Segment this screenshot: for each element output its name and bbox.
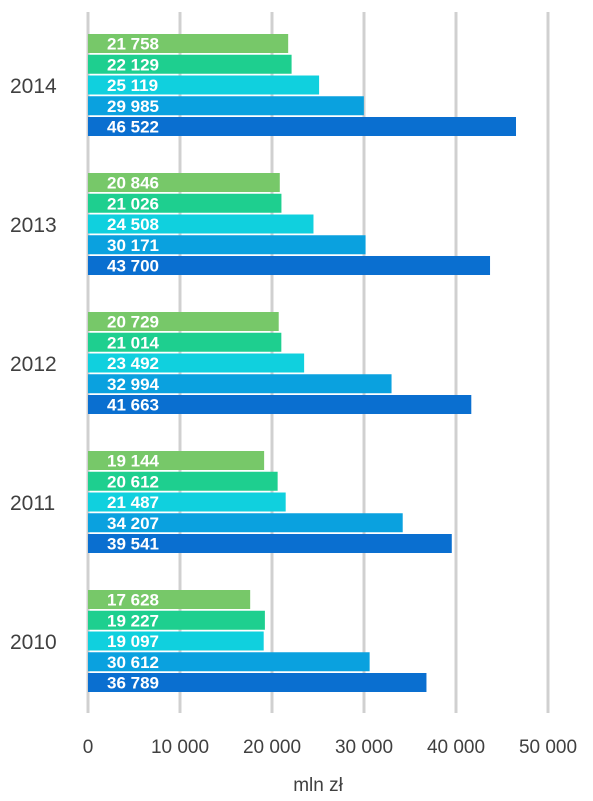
data-label-2012-3: 32 994: [107, 375, 160, 394]
category-label-2011: 2011: [10, 492, 55, 515]
x-tick-label-2: 20 000: [243, 737, 301, 758]
data-label-2010-3: 30 612: [107, 653, 159, 672]
category-label-2012: 2012: [10, 353, 57, 376]
x-axis-title: mln zł: [293, 775, 343, 796]
bar-2014-3: [88, 96, 364, 116]
category-label-2014: 2014: [10, 75, 57, 98]
data-label-2011-1: 20 612: [107, 472, 159, 491]
data-label-2011-0: 19 144: [107, 452, 160, 471]
bar-2013-0: [88, 173, 280, 192]
data-label-2013-3: 30 171: [107, 236, 159, 255]
bar-2010-3: [88, 652, 370, 672]
data-label-2010-2: 19 097: [107, 632, 159, 651]
bar-2014-2: [88, 75, 320, 95]
bar-2011-2: [88, 492, 286, 512]
data-label-2014-1: 22 129: [107, 55, 159, 74]
data-label-2012-0: 20 729: [107, 313, 159, 332]
bar-2012-2: [88, 353, 305, 373]
bar-2014-4: [88, 117, 517, 136]
data-label-2011-2: 21 487: [107, 493, 159, 512]
category-label-2013: 2013: [10, 214, 57, 237]
data-label-2014-2: 25 119: [107, 76, 158, 95]
data-label-2012-1: 21 014: [107, 333, 160, 352]
bar-2010-4: [88, 673, 427, 692]
category-label-2010: 2010: [10, 631, 57, 654]
bar-2010-2: [88, 631, 264, 651]
bar-2011-0: [88, 451, 265, 470]
bar-2010-1: [88, 610, 265, 630]
bar-2013-1: [88, 193, 282, 213]
bar-2014-1: [88, 54, 292, 74]
bar-2013-2: [88, 214, 314, 234]
data-label-2014-0: 21 758: [107, 35, 159, 54]
bar-2014-0: [88, 34, 289, 53]
category-labels: 2014 2013 2012 2011 2010: [10, 75, 57, 654]
bar-2012-0: [88, 312, 279, 331]
bar-2012-4: [88, 395, 472, 414]
data-label-2013-0: 20 846: [107, 174, 159, 193]
x-tick-label-5: 50 000: [519, 737, 577, 758]
x-tick-label-4: 40 000: [427, 737, 485, 758]
bar-2011-3: [88, 513, 403, 533]
x-tick-label-0: 0: [83, 737, 94, 758]
bar-2010-0: [88, 590, 251, 609]
data-label-2013-1: 21 026: [107, 194, 159, 213]
data-label-2012-4: 41 663: [107, 396, 159, 415]
data-label-2014-4: 46 522: [107, 118, 159, 137]
data-label-2010-4: 36 789: [107, 674, 159, 693]
bar-2011-4: [88, 534, 452, 553]
data-label-2010-0: 17 628: [107, 591, 159, 610]
data-label-2013-2: 24 508: [107, 215, 159, 234]
bar-2013-4: [88, 256, 491, 275]
data-label-2011-4: 39 541: [107, 535, 159, 554]
x-tick-label-1: 10 000: [151, 737, 209, 758]
data-label-2013-4: 43 700: [107, 257, 159, 276]
bar-2012-3: [88, 374, 392, 394]
data-label-2010-1: 19 227: [107, 611, 159, 630]
x-tick-labels: 0 10 000 20 000 30 000 40 000 50 000: [83, 737, 577, 758]
x-tick-label-3: 30 000: [335, 737, 393, 758]
data-label-2014-3: 29 985: [107, 97, 159, 116]
bar-2013-3: [88, 235, 366, 255]
bar-2012-1: [88, 332, 282, 352]
data-label-2011-3: 34 207: [107, 514, 159, 533]
data-label-2012-2: 23 492: [107, 354, 159, 373]
bar-2011-1: [88, 471, 278, 491]
